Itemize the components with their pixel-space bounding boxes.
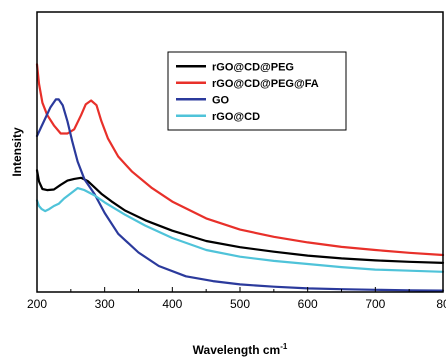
x-axis-title: Wavelength cm-1 [193,342,288,357]
series-line [35,98,445,292]
x-tick-label: 200 [27,297,47,311]
legend: rGO@CD@PEG rGO@CD@PEG@FA GO rGO@CD [167,51,347,131]
series-line [35,63,445,257]
x-tick-label: 400 [162,297,182,311]
x-tick-label: 300 [95,297,115,311]
legend-label: rGO@CD@PEG@FA [212,78,319,90]
x-axis-title-main: Wavelength cm [193,343,281,357]
x-axis: 200 300 400 500 600 700 80 [27,287,446,311]
x-axis-title-superscript: -1 [280,342,288,351]
x-tick-label: 80 [436,297,446,311]
y-axis-title: Intensity [10,127,24,177]
x-tick-label: 500 [230,297,250,311]
series-line [35,169,445,264]
plot-lines [35,63,445,292]
legend-label: GO [212,94,230,106]
legend-label: rGO@CD [212,111,260,123]
legend-label: rGO@CD@PEG [212,61,294,73]
x-tick-label: 600 [298,297,318,311]
x-tick-label: 700 [365,297,385,311]
series-line [35,187,445,273]
